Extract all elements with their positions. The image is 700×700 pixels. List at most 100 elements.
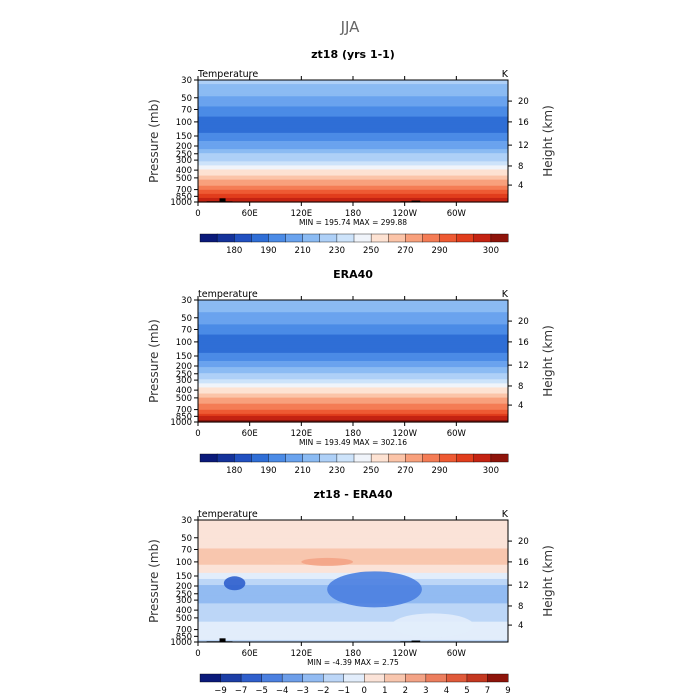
field-bands	[198, 80, 508, 203]
colorbar-swatch	[388, 233, 406, 243]
field-band	[198, 173, 508, 177]
colorbar-swatch	[302, 453, 321, 463]
colorbar-swatch	[405, 233, 423, 243]
colorbar-swatch	[285, 453, 304, 463]
field-bands	[198, 300, 508, 423]
field-band	[198, 399, 508, 403]
colorbar-swatch	[473, 453, 492, 463]
colorbar-label: 9	[505, 686, 510, 696]
colorbar-swatch	[473, 233, 492, 243]
field-band	[198, 185, 508, 189]
field-band	[198, 316, 508, 319]
colorbar-swatch	[216, 453, 235, 463]
field-band	[198, 138, 508, 142]
colorbar-label: −5	[255, 686, 268, 696]
y-axis-title: Pressure (mb)	[147, 319, 161, 403]
field-band	[198, 381, 508, 384]
field-band	[198, 542, 508, 545]
field-band	[198, 302, 508, 305]
field-band	[198, 544, 508, 548]
y-tick-label: 500	[176, 614, 192, 624]
y2-tick-label: 12	[518, 361, 529, 371]
y-tick-label: 1000	[170, 418, 192, 428]
y-axis-title: Pressure (mb)	[147, 99, 161, 183]
field-band	[198, 124, 508, 128]
field-band	[198, 114, 508, 118]
colorbar-label: 300	[483, 466, 499, 476]
field-band	[198, 409, 508, 413]
x-tick-label: 0	[195, 429, 200, 439]
colorbar-swatch	[302, 673, 324, 683]
field-band	[198, 86, 508, 89]
colorbar-swatch	[268, 453, 287, 463]
field-band	[198, 320, 508, 323]
colorbar-swatch	[422, 233, 441, 243]
y-tick-label: 400	[176, 386, 192, 396]
y2-tick-label: 16	[518, 338, 529, 348]
colorbar-label: −2	[317, 686, 330, 696]
colorbar-label: 7	[485, 686, 490, 696]
colorbar-swatch	[216, 233, 235, 243]
field-band	[198, 149, 508, 152]
field-band	[198, 330, 508, 334]
field-band	[198, 118, 508, 122]
colorbar-swatch	[323, 673, 345, 683]
y2-tick-label: 4	[518, 621, 523, 631]
field-band	[198, 98, 508, 101]
x-tick-label: 180	[345, 429, 361, 439]
units-label: K	[502, 289, 509, 300]
field-band	[198, 304, 508, 307]
colorbar-label: 5	[464, 686, 469, 696]
field-band	[198, 141, 508, 144]
colorbar-swatch	[422, 453, 441, 463]
y-tick-label: 30	[181, 516, 192, 526]
colorbar-label: 1	[382, 686, 387, 696]
field-band	[198, 108, 508, 112]
x-tick-label: 60W	[447, 429, 467, 439]
field-band	[198, 112, 508, 116]
colorbar-swatch	[490, 233, 509, 243]
field-band	[198, 564, 508, 568]
colorbar-swatch	[370, 453, 389, 463]
y-tick-label: 100	[176, 118, 192, 128]
colorbar-label: −4	[276, 686, 289, 696]
field-band	[198, 621, 508, 625]
field-band	[198, 415, 508, 419]
panel-title: zt18 - ERA40	[314, 488, 393, 501]
x-tick-label: 0	[195, 649, 200, 659]
anomaly-blob	[391, 613, 474, 638]
colorbar: 180 190 210 230 250 270 290 300	[199, 233, 509, 256]
colorbar-label: 250	[363, 246, 379, 256]
topography-block	[219, 638, 226, 642]
field-band	[198, 556, 508, 560]
colorbar-label: 2	[403, 686, 408, 696]
colorbar-swatch	[285, 233, 304, 243]
field-band	[198, 143, 508, 146]
field-band	[198, 151, 508, 154]
y-tick-label: 100	[176, 338, 192, 348]
field-band	[198, 300, 508, 303]
y-tick-label: 850	[176, 632, 192, 642]
field-band	[198, 373, 508, 376]
colorbar-swatch	[319, 453, 338, 463]
y-tick-label: 250	[176, 370, 192, 380]
panels: zt18 (yrs 1-1)Temperature K30507010015020…	[147, 48, 555, 696]
field-band	[198, 522, 508, 525]
field-band	[198, 326, 508, 330]
colorbar-swatch	[199, 233, 218, 243]
y2-axis-title: Height (km)	[541, 325, 555, 396]
field-band	[198, 369, 508, 372]
y2-tick-label: 16	[518, 558, 529, 568]
colorbar-label: 210	[295, 246, 311, 256]
anomaly-blob	[266, 559, 465, 565]
field-band	[198, 332, 508, 336]
field-band	[198, 530, 508, 533]
field-band	[198, 122, 508, 126]
colorbar-swatch	[405, 453, 423, 463]
y-tick-label: 850	[176, 192, 192, 202]
colorbar-label: 180	[226, 466, 242, 476]
field-band	[198, 106, 508, 110]
x-tick-label: 120W	[392, 209, 417, 219]
field-band	[198, 625, 508, 629]
field-band	[198, 407, 508, 411]
